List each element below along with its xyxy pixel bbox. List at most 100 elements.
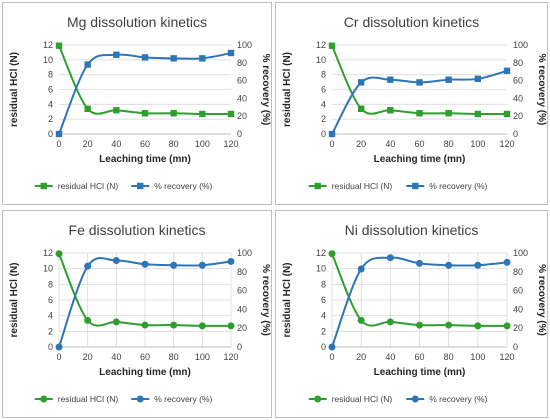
data-point	[55, 250, 63, 258]
y-tick-label: 12	[43, 40, 53, 50]
data-point	[84, 105, 91, 112]
y-tick-label: 4	[321, 311, 326, 321]
data-point	[416, 321, 423, 329]
y2-tick-label: 100	[237, 248, 252, 258]
y-tick-label: 2	[48, 114, 53, 124]
data-point	[112, 318, 120, 326]
chart-title: Fe dissolution kinetics	[69, 222, 206, 238]
y-tick-label: 8	[321, 70, 326, 80]
x-tick-label: 0	[329, 139, 334, 149]
data-point	[328, 130, 336, 138]
chart-mg: Mg dissolution kinetics02468101202040608…	[9, 14, 271, 191]
data-point	[328, 250, 336, 258]
y-tick-label: 12	[316, 40, 326, 50]
y-tick-label: 0	[48, 342, 53, 352]
data-point	[170, 55, 177, 62]
x-tick-label: 120	[499, 139, 514, 149]
y2-tick-label: 60	[237, 286, 247, 296]
data-point	[387, 76, 394, 83]
data-point	[503, 258, 511, 266]
data-point	[141, 54, 149, 61]
y-tick-label: 12	[43, 248, 53, 258]
data-point	[227, 257, 235, 265]
series-group-recovery	[328, 254, 511, 351]
data-point	[170, 261, 178, 269]
series-group-recovery	[55, 49, 235, 138]
data-point	[198, 261, 206, 269]
data-point	[474, 322, 482, 330]
legend-label: % recovery (%)	[429, 181, 487, 191]
x-tick-label: 120	[223, 139, 238, 149]
data-point	[84, 316, 92, 324]
legend-marker	[411, 395, 419, 403]
x-tick-label: 40	[385, 139, 395, 149]
legend-label: % recovery (%)	[154, 181, 212, 191]
data-point	[141, 260, 149, 268]
y2-tick-label: 60	[237, 76, 247, 86]
x-tick-label: 80	[444, 139, 454, 149]
y-tick-label: 4	[48, 99, 53, 109]
y2-tick-label: 100	[513, 40, 528, 50]
data-point	[445, 76, 452, 83]
y2-tick-label: 60	[513, 286, 523, 296]
x-axis-label: Leaching time (mn)	[374, 154, 466, 165]
y-tick-label: 10	[43, 55, 53, 65]
x-tick-label: 60	[414, 139, 424, 149]
data-point	[55, 130, 63, 138]
legend-label: residual HCl (N)	[332, 394, 393, 404]
data-point	[170, 321, 178, 329]
series-group-residual-hcl	[328, 250, 511, 330]
data-point	[386, 254, 394, 262]
chart-panel-fe: Fe dissolution kinetics 0 2 4 6 8 10 12 0 20 40 60 8…	[2, 210, 272, 418]
chart-panel-mg: Mg dissolution kinetics 0 2 4 6 8 10 12 0 20 40 60 8…	[2, 2, 272, 205]
x-tick-label: 20	[83, 139, 93, 149]
data-point	[227, 322, 235, 330]
y-tick-label: 6	[321, 85, 326, 95]
y2-tick-label: 0	[237, 129, 242, 139]
y2-tick-label: 0	[513, 342, 518, 352]
x-tick-label: 120	[223, 352, 238, 362]
chart-title: Ni dissolution kinetics	[345, 222, 479, 238]
data-point	[227, 49, 235, 57]
y-tick-label: 10	[316, 55, 326, 65]
x-tick-label: 0	[56, 139, 61, 149]
y-tick-label: 4	[48, 311, 53, 321]
x-tick-label: 0	[329, 352, 334, 362]
legend-label: residual HCl (N)	[58, 394, 119, 404]
y-tick-label: 2	[48, 326, 53, 336]
x-tick-label: 20	[83, 352, 93, 362]
data-point	[445, 110, 452, 117]
y2-tick-label: 20	[237, 111, 247, 121]
y-axis-label: residual HCl (N)	[9, 52, 20, 127]
data-point	[199, 110, 206, 118]
data-point	[503, 110, 511, 118]
y2-axis-label: % recovery (%)	[260, 264, 271, 336]
y-axis-label: residual HCl (N)	[282, 52, 293, 127]
chart-title: Cr dissolution kinetics	[344, 14, 479, 30]
y-tick-label: 0	[321, 129, 326, 139]
y-tick-label: 12	[316, 248, 326, 258]
y2-tick-label: 80	[513, 267, 523, 277]
data-point	[386, 318, 394, 326]
data-point	[328, 343, 336, 351]
y-tick-label: 10	[43, 264, 53, 274]
y-tick-label: 0	[321, 342, 326, 352]
x-tick-label: 20	[356, 352, 366, 362]
y2-tick-label: 100	[513, 248, 528, 258]
series-group-residual-hcl	[55, 42, 235, 118]
x-axis-label: Leaching time (mn)	[99, 154, 191, 165]
data-point	[416, 259, 423, 267]
data-point	[445, 321, 453, 329]
series-group-recovery	[328, 67, 511, 138]
data-point	[55, 42, 63, 49]
x-tick-label: 120	[499, 352, 514, 362]
legend-label: residual HCl (N)	[58, 181, 119, 191]
data-point	[387, 107, 394, 114]
x-axis-label: Leaching time (mn)	[99, 367, 191, 378]
series-group-residual-hcl	[55, 250, 235, 330]
y2-tick-label: 0	[237, 342, 242, 352]
y2-tick-label: 60	[513, 76, 523, 86]
y-tick-label: 10	[316, 264, 326, 274]
y2-axis-label: % recovery (%)	[260, 54, 271, 126]
y2-tick-label: 20	[513, 323, 523, 333]
